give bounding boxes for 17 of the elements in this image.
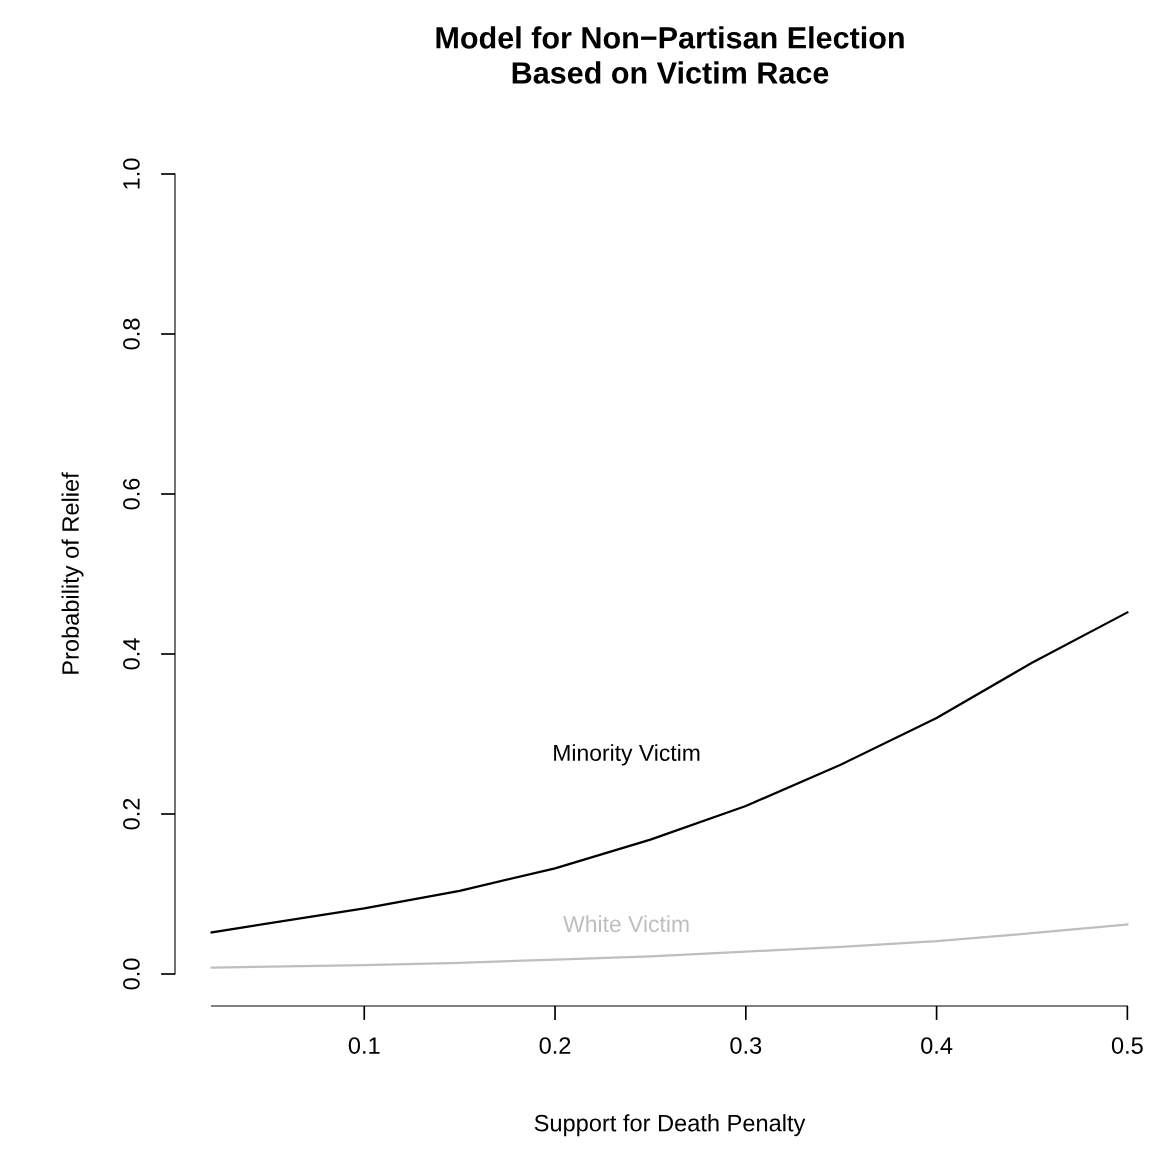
y-axis-title: Probability of Relief — [61, 472, 84, 674]
x-tick-label: 0.1 — [348, 1037, 380, 1054]
x-axis-title: Support for Death Penalty — [534, 1114, 806, 1137]
y-tick-label: 0.4 — [123, 638, 140, 670]
x-tick-label: 0.2 — [539, 1037, 571, 1054]
chart-title: Model for Non−Partisan Election Based on Victim Race — [436, 26, 904, 84]
y-tick-label: 0.0 — [123, 958, 140, 990]
x-tick-label: 0.4 — [921, 1037, 953, 1054]
y-tick-label: 1.0 — [123, 158, 140, 189]
annotation: White Victim — [563, 915, 689, 933]
annotation: Minority Victim — [554, 744, 700, 766]
y-tick-label: 0.8 — [123, 318, 140, 350]
y-tick-label: 0.6 — [123, 478, 140, 510]
line-series — [210, 611, 1129, 934]
y-tick-label: 0.2 — [123, 798, 140, 830]
x-tick-label: 0.3 — [730, 1037, 762, 1054]
x-tick-label: 0.5 — [1111, 1037, 1143, 1054]
